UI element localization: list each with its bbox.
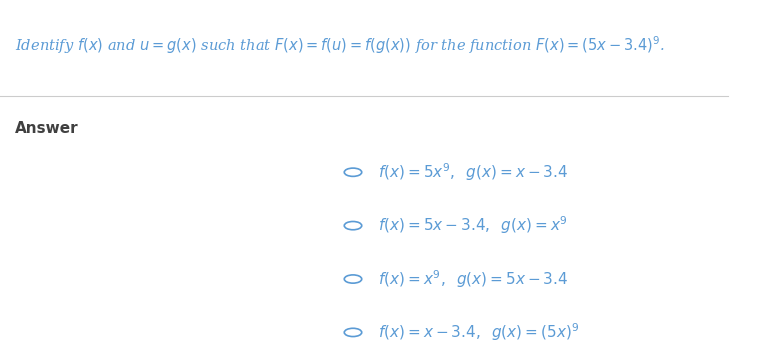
Text: $f(x) = x - 3.4,\;\; g(x) = (5x)^{9}$: $f(x) = x - 3.4,\;\; g(x) = (5x)^{9}$ (378, 321, 579, 343)
Text: $f(x) = 5x^{9},\;\; g(x) = x - 3.4$: $f(x) = 5x^{9},\;\; g(x) = x - 3.4$ (378, 161, 568, 183)
Text: $f(x) = x^{9},\;\; g(x) = 5x - 3.4$: $f(x) = x^{9},\;\; g(x) = 5x - 3.4$ (378, 268, 568, 290)
Text: Answer: Answer (15, 120, 78, 136)
Text: Identify $f(x)$ and $u = g(x)$ such that $F(x) = f(u) = f(g(x))$ for the functio: Identify $f(x)$ and $u = g(x)$ such that… (15, 35, 665, 56)
Text: $f(x) = 5x - 3.4,\;\; g(x) = x^{9}$: $f(x) = 5x - 3.4,\;\; g(x) = x^{9}$ (378, 215, 568, 236)
